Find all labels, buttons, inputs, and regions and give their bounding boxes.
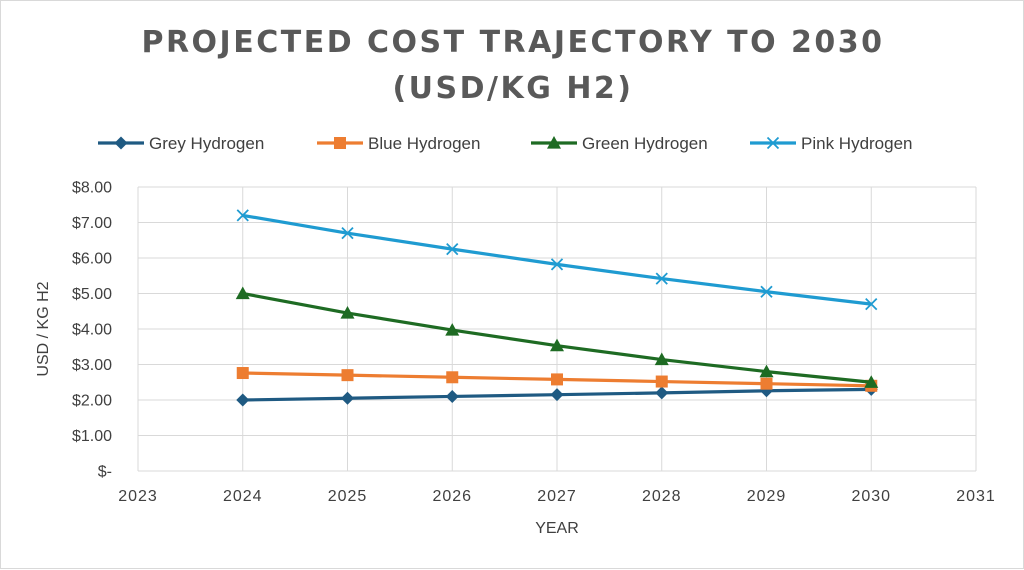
y-tick-label: $6.00 [72, 251, 112, 268]
pink-hydrogen-point [446, 242, 459, 256]
grey-hydrogen-point [445, 389, 459, 403]
x-tick-label: 2029 [747, 488, 787, 505]
legend-item-grey-hydrogen: Grey Hydrogen [98, 134, 264, 153]
legend-swatch-marker [114, 136, 128, 150]
x-tick-label: 2028 [642, 488, 682, 505]
y-tick-label: $8.00 [72, 180, 112, 197]
legend-label: Blue Hydrogen [368, 134, 480, 153]
gridlines [137, 186, 977, 472]
legend-swatch-marker [547, 136, 561, 149]
green-hydrogen-point [654, 352, 669, 366]
x-tick-label: 2023 [118, 488, 158, 505]
pink-hydrogen-point [236, 209, 249, 222]
x-tick-label: 2030 [851, 488, 891, 505]
series-grey-hydrogen [236, 382, 878, 407]
x-axis-title: YEAR [535, 520, 579, 537]
chart-title-line-1: PROJECTED COST TRAJECTORY TO 2030 [141, 25, 884, 60]
green-hydrogen-point [445, 323, 460, 336]
legend-label: Grey Hydrogen [149, 134, 264, 153]
pink-hydrogen-point [341, 227, 354, 240]
grey-hydrogen-point [341, 391, 354, 405]
y-tick-label: $1.00 [72, 428, 112, 445]
legend-swatch-marker [766, 136, 780, 150]
legend: Grey Hydrogen Blue Hydrogen Green Hydrogen… [98, 134, 913, 153]
green-hydrogen-point [759, 364, 774, 378]
blue-hydrogen-point [446, 371, 459, 384]
blue-hydrogen-point [760, 377, 773, 390]
blue-hydrogen-point [655, 375, 668, 388]
grey-hydrogen-point [236, 393, 250, 407]
series-pink-hydrogen [236, 209, 878, 311]
y-axis-ticks: $- $1.00 $2.00 $3.00 $4.00 $5.00 $6.00 $7.00 $8.… [72, 180, 112, 481]
y-tick-label: $- [98, 464, 112, 481]
legend-label: Green Hydrogen [582, 134, 708, 153]
legend-item-blue-hydrogen: Blue Hydrogen [317, 134, 480, 153]
y-tick-label: $5.00 [72, 286, 112, 303]
x-tick-label: 2027 [537, 488, 577, 505]
chart-title-line-2: (USD/KG H2) [392, 71, 633, 106]
y-tick-label: $2.00 [72, 393, 112, 410]
pink-hydrogen-point [550, 258, 564, 271]
green-hydrogen-point [864, 375, 879, 388]
green-hydrogen-point [550, 338, 564, 352]
series-green-hydrogen [235, 286, 879, 388]
pink-hydrogen-point [865, 298, 878, 311]
y-tick-label: $4.00 [72, 322, 112, 339]
pink-hydrogen-point [655, 272, 668, 285]
legend-item-green-hydrogen: Green Hydrogen [531, 134, 708, 153]
y-tick-label: $3.00 [72, 357, 112, 374]
x-tick-label: 2025 [328, 488, 368, 505]
legend-item-pink-hydrogen: Pink Hydrogen [750, 134, 913, 153]
blue-hydrogen-point [236, 367, 249, 380]
green-hydrogen-point [235, 286, 250, 300]
series-group [235, 209, 879, 407]
grey-hydrogen-point [655, 386, 669, 400]
legend-swatch-marker [334, 137, 346, 149]
x-tick-label: 2024 [223, 488, 263, 505]
y-axis-title: USD / KG H2 [35, 281, 52, 376]
green-hydrogen-point [340, 306, 355, 319]
blue-hydrogen-point [341, 369, 354, 382]
y-tick-label: $7.00 [72, 215, 112, 232]
x-tick-label: 2026 [432, 488, 472, 505]
x-axis-ticks: 2023 2024 2025 2026 2027 2028 2029 2030 2031 [118, 488, 996, 505]
x-tick-label: 2031 [956, 488, 996, 505]
pink-hydrogen-point [760, 285, 773, 298]
legend-label: Pink Hydrogen [801, 134, 913, 153]
blue-hydrogen-point [551, 373, 563, 386]
grey-hydrogen-point [550, 388, 564, 402]
